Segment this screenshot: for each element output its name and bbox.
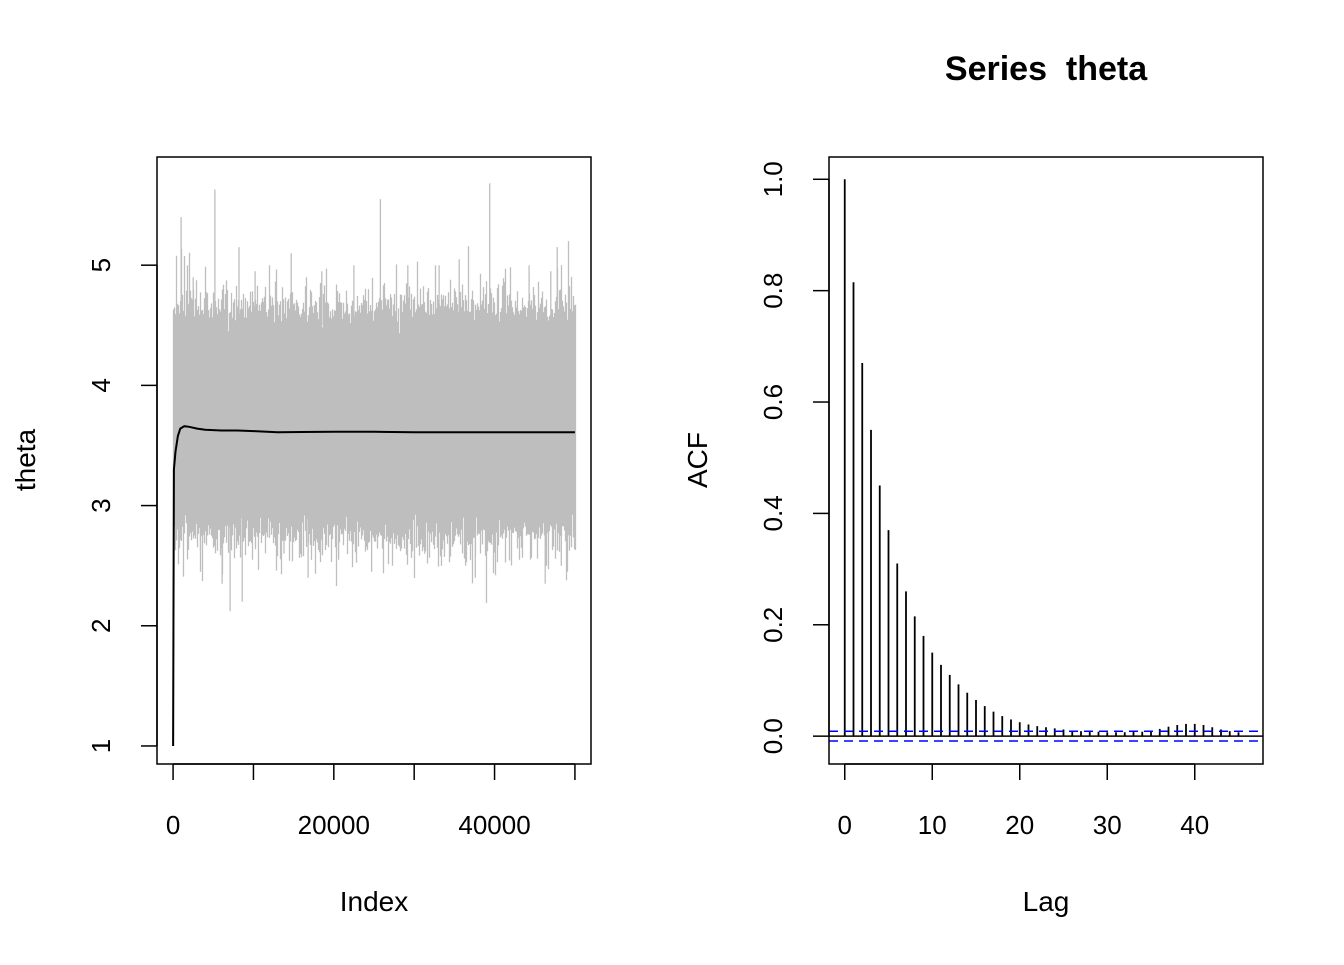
acf-y-axis: 0.0 0.2 0.4 0.6 0.8 1.0 (758, 161, 830, 754)
trace-y-tick-label: 1 (86, 739, 116, 753)
acf-x-tick-label: 30 (1093, 810, 1122, 840)
trace-x-axis-title: Index (340, 886, 409, 917)
trace-y-axis-title: theta (10, 428, 41, 491)
acf-x-tick-label: 10 (918, 810, 947, 840)
trace-y-axis: 1 2 3 4 5 (86, 258, 158, 753)
acf-y-tick-label: 0.4 (758, 495, 788, 531)
acf-x-axis: 0 10 20 30 40 (838, 763, 1209, 840)
trace-y-tick-label: 5 (86, 258, 116, 272)
acf-y-tick-label: 0.8 (758, 273, 788, 309)
acf-plot-panel: Series theta 0 10 20 30 40 0.0 0.2 0.4 0.6 0.8 1.… (682, 50, 1264, 917)
acf-y-tick-label: 0.0 (758, 718, 788, 754)
acf-x-tick-label: 0 (838, 810, 852, 840)
acf-y-tick-label: 1.0 (758, 161, 788, 197)
acf-x-axis-title: Lag (1023, 886, 1070, 917)
trace-x-tick-label: 40000 (458, 810, 530, 840)
acf-plot-title: Series theta (945, 50, 1148, 88)
acf-y-tick-label: 0.2 (758, 607, 788, 643)
trace-y-tick-label: 2 (86, 619, 116, 633)
acf-x-tick-label: 40 (1180, 810, 1209, 840)
acf-x-tick-label: 20 (1005, 810, 1034, 840)
acf-y-tick-label: 0.6 (758, 384, 788, 420)
trace-x-tick-label: 20000 (298, 810, 370, 840)
running-mean-line (172, 425, 575, 747)
trace-y-tick-label: 3 (86, 498, 116, 512)
trace-y-tick-label: 4 (86, 378, 116, 392)
trace-x-axis: 0 20000 40000 (166, 763, 576, 840)
trace-x-tick-label: 0 (166, 810, 180, 840)
trace-plot-panel: 0 20000 40000 1 2 3 4 5 Index theta (10, 156, 592, 917)
acf-y-axis-title: ACF (682, 432, 713, 488)
